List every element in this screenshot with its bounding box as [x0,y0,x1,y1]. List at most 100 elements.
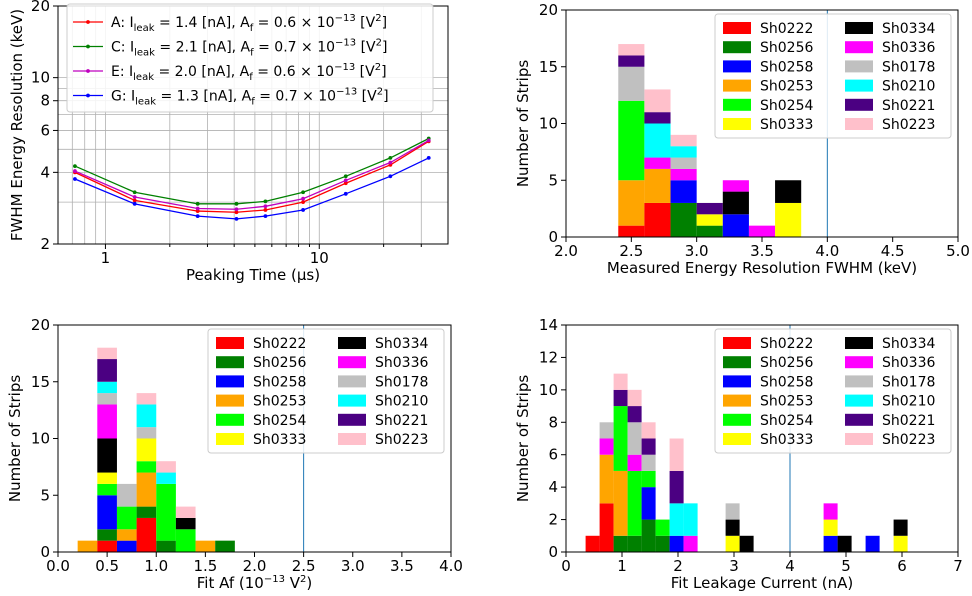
legend-label: Sh0178 [375,374,428,390]
legend-swatch [216,337,244,349]
bar-segment [613,373,628,390]
bar-segment [599,503,614,552]
legend-label: Sh0222 [253,336,306,352]
text-part: ] [382,15,387,31]
x-tick-label: 4 [785,557,795,575]
x-tick-label: 3.5 [390,557,414,575]
legend: Sh0222 Sh0256 Sh0258 Sh0253 Sh0254 Sh0333 Sh03… [714,328,952,454]
bar-segment [655,519,670,536]
legend-swatch [338,413,366,426]
data-point [263,199,268,204]
legend-label: Sh0258 [760,374,813,390]
bar-segment [116,540,137,552]
x-tick-label: 2 [673,557,683,575]
bar-segment [670,134,697,147]
bar-segment [627,470,642,536]
panel-resolution-hist: 2.0 2.5 3.0 3.5 4.0 4.5 5.0 0 5 10 15 20 Sh0222 Sh025… [514,1,970,277]
data-point [73,164,77,168]
data-point [73,169,77,173]
legend-label: Sh0210 [375,394,428,410]
legend-swatch [216,433,244,445]
bar-segment [669,438,684,471]
legend-label: A: Ileak = 1.4 [nA], Af = 0.6 × 10−13 [V… [111,13,387,34]
bar-segment [618,66,645,101]
series-line [74,157,429,220]
bar-segment [641,438,656,455]
data-point [263,214,268,218]
text-part: 2 [375,62,381,73]
bar-segment [644,157,671,169]
bar-segment [175,529,196,552]
x-tick-label: 4.0 [439,557,463,575]
bar-segment [97,495,117,530]
bar-segment [627,535,642,552]
x-tick-label: 3.5 [750,242,774,260]
y-tick-label: 20 [539,1,558,19]
legend-label: Sh0178 [882,374,935,390]
x-tick-label: 3.0 [685,242,709,260]
y-axis-label: Number of Strips [514,375,532,503]
legend-box [207,328,445,454]
x-axis-label: Peaking Time (μs) [186,266,320,284]
bar-segment [670,202,697,237]
text-part: E: I [111,64,133,80]
y-tick-label: 0 [548,228,558,246]
text-part: −13 [336,87,357,98]
panel-leakage-hist: 0 1 2 3 4 5 6 702468101214Sh0222Sh0256Sh0258Sh0… [514,316,963,592]
bar-segment [644,168,671,203]
legend-swatch [723,22,751,34]
bar-segment [156,461,176,473]
bar-segment [116,483,137,507]
bar-segment [136,506,157,518]
data-point [195,206,200,211]
y-tick-label: 6 [40,121,50,139]
bar-segment [136,438,157,462]
bar-segment [644,112,671,124]
x-tick-label: 3 [729,557,739,575]
data-point [301,190,305,195]
legend-label: Sh0334 [882,21,935,37]
series-line [74,139,430,210]
legend-swatch [845,375,873,388]
x-tick-label: 7 [953,557,963,575]
bar-segment [893,519,908,536]
bar-segment [116,529,137,541]
legend-label: Sh0223 [375,432,428,448]
text-part: C: I [111,40,134,56]
bar-segment [136,517,157,552]
legend-swatch [845,413,873,426]
legend-label: Sh0336 [375,355,428,371]
legend: Sh0222 Sh0256 Sh0258 Sh0253 Sh0254 Sh0333 Sh03… [207,328,445,454]
text-part: G: I [111,89,135,105]
bar-segment [156,472,176,484]
y-tick-label: 20 [31,0,50,15]
legend-label: Sh0222 [760,336,813,352]
legend-swatch [845,98,873,111]
x-tick-label: 3.0 [341,557,365,575]
bar-segment [725,503,740,520]
legend-label: Sh0334 [882,336,935,352]
legend-box [66,3,434,113]
text-part: = 1.4 [nA], A [155,15,251,31]
y-tick-label: 5 [548,171,558,189]
bar-segment [775,202,802,237]
legend-swatch [723,41,751,54]
bar-segment [136,404,157,428]
y-axis-label: Number of Strips [6,375,24,503]
legend-label: E: Ileak = 2.0 [nA], Af = 0.6 × 10−13 [V… [111,62,387,83]
text-part: = 0.6 × 10 [253,15,334,31]
bar-segment [156,540,176,552]
legend-label: Sh0253 [760,394,813,410]
bar-segment [618,55,645,67]
data-point [426,138,431,143]
y-tick-label: 2 [548,511,558,529]
bar-segment [696,202,723,215]
legend-swatch [216,375,244,388]
bar-segment [599,454,614,504]
bar-segment [641,454,656,471]
bar-segment [136,472,157,507]
y-tick-label: 8 [40,92,50,110]
x-tick-label: 2.0 [243,557,267,575]
legend-swatch [723,433,751,445]
